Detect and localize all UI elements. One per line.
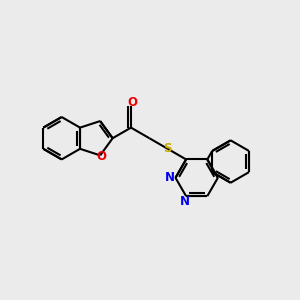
Text: N: N [165,171,175,184]
Text: O: O [97,150,107,163]
Text: O: O [128,96,137,110]
Text: S: S [164,142,172,155]
Text: N: N [180,195,190,208]
